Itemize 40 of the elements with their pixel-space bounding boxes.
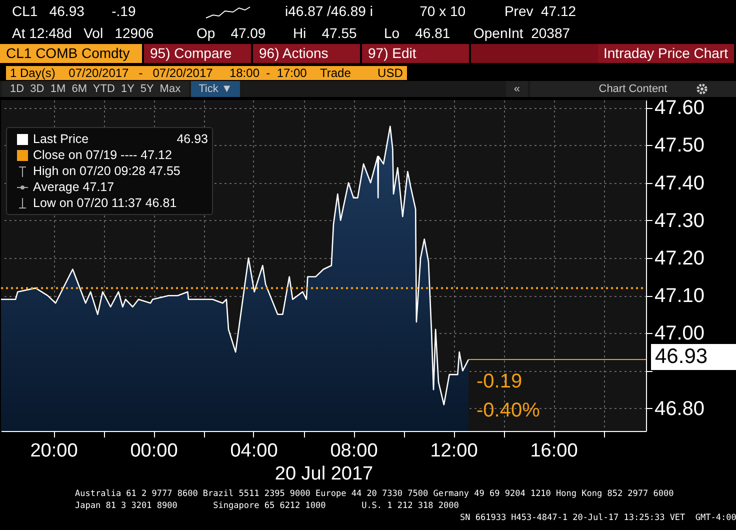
text: At 12:48d Vol 12906 Op 47.09 Hi 47.55 Lo 46.81 OpenInt 20387 <box>12 25 570 41</box>
text: « <box>506 81 528 97</box>
text: 95) Compare <box>144 44 253 63</box>
x-axis-title: 20 Jul 2017 <box>274 464 374 484</box>
y-tick-label: 47.50 <box>654 134 705 157</box>
text: Japan 81 3 3201 8900 Singapore 65 6212 1000 U.S. 1 212 318 2000 <box>75 501 459 511</box>
legend-label: Last Price <box>33 132 89 146</box>
text: 1D 3D 1M 6M YTD 1Y 5Y Max <box>2 81 189 97</box>
text: CL1 COMB Comdty <box>0 44 144 63</box>
annotation: High on 07/20 09:28 47.55 <box>33 164 180 178</box>
x-tick-label: 16:00 <box>530 440 578 462</box>
y-tick-label: 47.20 <box>654 247 705 270</box>
annotation: -0.19 <box>476 370 522 393</box>
x-tick-label: 12:00 <box>430 440 478 462</box>
x-tick-label: 00:00 <box>130 440 178 462</box>
y-tick-label: 47.60 <box>654 97 705 120</box>
text: SN 661933 H453-4847-1 20-Jul-17 13:25:33 VET GMT-4:00 <box>460 513 736 523</box>
y-tick-label: 47.30 <box>654 210 705 232</box>
ref-line-label: 46.93 <box>651 344 736 370</box>
text: Chart Content <box>530 81 736 97</box>
text: Intraday Price Chart <box>598 44 736 63</box>
annotation: Average 47.17 <box>33 180 114 194</box>
text: CL1 46.93 -.19 <box>12 2 136 21</box>
x-tick-label: 08:00 <box>330 440 378 462</box>
x-tick-label: 20:00 <box>30 440 78 462</box>
annotation: -0.40% <box>476 400 540 422</box>
y-tick-label: 47.40 <box>654 172 705 194</box>
y-tick-label: 47.10 <box>654 285 705 308</box>
y-tick-label: 47.00 <box>654 322 705 345</box>
text: i46.87 /46.89 i 70 x 10 Prev 47.12 <box>285 2 576 21</box>
annotation: Close on 07/19 ---- 47.12 <box>33 148 172 162</box>
text: 46.93 <box>176 132 208 146</box>
text: 1 Day(s) 07/20/2017 - 07/20/2017 18:00 - 17:00 Trade USD <box>6 66 407 80</box>
text: 96) Actions <box>253 44 362 63</box>
y-tick-label: 46.80 <box>654 398 705 420</box>
annotation: Low on 07/20 11:37 46.81 <box>33 196 177 210</box>
x-tick-label: 04:00 <box>230 440 278 462</box>
text: Australia 61 2 9777 8600 Brazil 5511 2395 9000 Europe 44 20 7330 7500 Germany 49 69 9204 1210 Hong Kong 852 2977 6000 <box>75 489 674 499</box>
text: 97) Edit <box>362 44 471 63</box>
text: Tick ▼ <box>190 81 240 97</box>
